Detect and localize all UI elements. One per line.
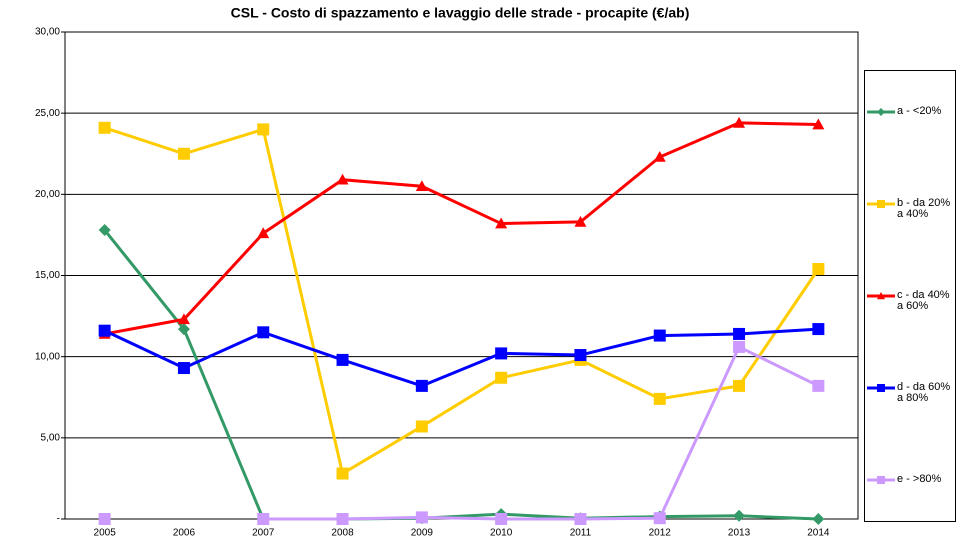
marker: [733, 509, 746, 522]
marker: [653, 392, 666, 405]
marker: [653, 150, 666, 162]
legend-item: b - da 20% a 40%: [865, 198, 957, 228]
marker: [733, 116, 746, 128]
x-tick-label: 2007: [252, 528, 275, 539]
marker: [733, 327, 746, 340]
legend-item: a - <20%: [865, 106, 957, 136]
marker: [877, 476, 885, 484]
legend-item: e - >80%: [865, 474, 957, 504]
marker: [495, 347, 508, 360]
marker: [98, 224, 111, 237]
y-tick-label: 15,00: [35, 270, 60, 281]
marker: [877, 200, 885, 208]
marker: [415, 420, 428, 433]
marker: [336, 513, 349, 525]
marker: [257, 513, 270, 525]
chart-title: CSL - Costo di spazzamento e lavaggio de…: [231, 5, 690, 21]
marker: [98, 513, 111, 525]
marker: [733, 340, 746, 353]
legend-swatch: [867, 384, 895, 392]
y-tick-label: 30,00: [35, 27, 60, 38]
x-tick-label: 2012: [649, 528, 672, 539]
x-tick-label: 2009: [411, 528, 434, 539]
marker: [574, 349, 587, 362]
series-line: [104, 121, 819, 336]
legend-swatch: [867, 292, 895, 300]
marker: [336, 353, 349, 366]
marker: [877, 384, 885, 392]
marker: [877, 108, 885, 116]
marker: [177, 362, 190, 375]
x-tick-label: 2013: [728, 528, 751, 539]
marker: [415, 511, 428, 524]
legend-label: a - <20%: [897, 105, 942, 117]
y-tick-label: 5,00: [41, 432, 61, 443]
marker: [257, 326, 270, 339]
y-tick-label: 10,00: [35, 351, 60, 362]
legend-swatch: [867, 108, 895, 116]
legend-label: d - da 60% a 80%: [897, 381, 951, 404]
marker: [336, 467, 349, 480]
marker: [812, 513, 825, 525]
series-line: [103, 229, 819, 521]
marker: [574, 513, 587, 525]
legend-label: c - da 40% a 60%: [897, 289, 950, 312]
series-line: [263, 344, 820, 521]
series-line: [104, 126, 820, 476]
legend-item: d - da 60% a 80%: [865, 382, 957, 412]
marker: [812, 323, 825, 336]
legend-label: b - da 20% a 40%: [897, 197, 951, 220]
marker: [733, 379, 746, 392]
marker: [574, 215, 587, 227]
marker: [495, 217, 508, 229]
marker: [653, 329, 666, 342]
legend: a - <20% b - da 20% a 40% c - da 40% a 60%…: [864, 70, 956, 522]
x-tick-label: 2005: [94, 528, 117, 539]
marker: [415, 180, 428, 192]
legend-item: c - da 40% a 60%: [865, 290, 957, 320]
marker: [257, 123, 270, 136]
x-tick-label: 2011: [570, 528, 592, 539]
marker: [257, 227, 270, 239]
legend-swatch: [867, 200, 895, 208]
x-tick-label: 2008: [331, 528, 354, 539]
marker: [877, 292, 885, 300]
marker: [177, 323, 190, 336]
marker: [177, 313, 190, 325]
marker: [495, 513, 508, 525]
x-tick-label: 2010: [490, 528, 513, 539]
y-tick-label: -: [57, 514, 60, 525]
marker: [98, 324, 111, 337]
legend-swatch: [867, 476, 895, 484]
legend-label: e - >80%: [897, 473, 942, 485]
marker: [812, 118, 825, 130]
marker: [653, 512, 666, 525]
marker: [177, 147, 190, 160]
y-tick-label: 20,00: [35, 189, 60, 200]
marker: [812, 263, 825, 276]
marker: [495, 371, 508, 384]
marker: [415, 379, 428, 392]
y-tick-label: 25,00: [35, 108, 60, 119]
series-line: [104, 327, 819, 388]
marker: [812, 379, 825, 392]
x-tick-label: 2014: [807, 528, 830, 539]
marker: [98, 121, 111, 134]
marker: [336, 173, 349, 185]
x-tick-label: 2006: [173, 528, 196, 539]
